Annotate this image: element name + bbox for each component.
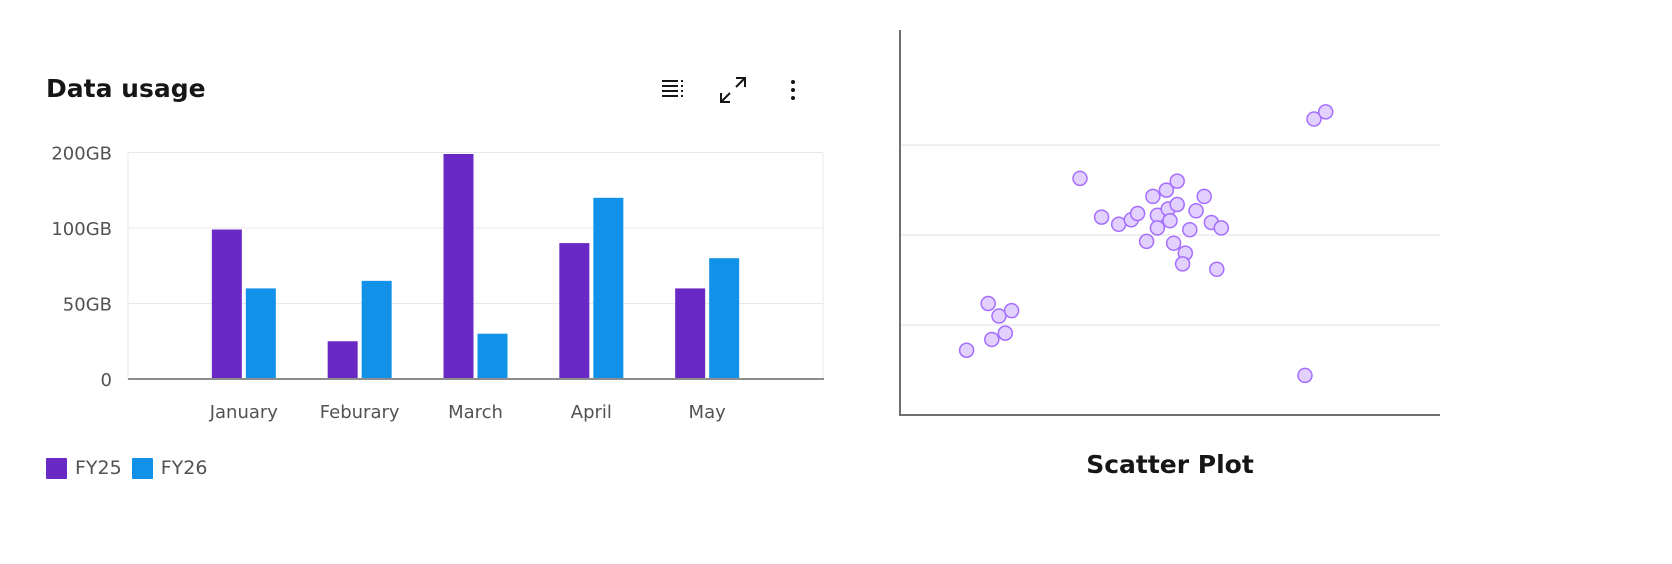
y-tick-label: 50GB — [63, 295, 112, 316]
scatter-point — [1317, 104, 1334, 120]
maximize-icon[interactable] — [717, 74, 749, 106]
scatter-point — [1158, 182, 1175, 198]
scatter-point — [1149, 220, 1166, 236]
x-tick-label: April — [571, 402, 612, 423]
bar-chart-title: Data usage — [46, 74, 206, 103]
bar-fy25-may — [675, 288, 706, 379]
bar-chart: 0 50GB 100GB 200GB January Feburary March April… — [51, 144, 824, 423]
legend-item-fy26[interactable]: FY26 — [131, 457, 208, 479]
scatter-point — [1093, 209, 1110, 225]
scatter-chart — [899, 30, 1440, 416]
scatter-point — [1306, 111, 1322, 127]
bar-fy25-march — [443, 154, 474, 379]
scatter-point — [1196, 188, 1212, 205]
y-tick-label: 100GB — [51, 219, 112, 240]
x-tick-label: January — [209, 402, 279, 423]
bar-fy26-january — [245, 288, 276, 379]
scatter-point — [1169, 196, 1185, 213]
scatter-point — [1003, 302, 1020, 319]
scatter-point — [1174, 256, 1191, 272]
bar-fy26-feburary — [361, 280, 392, 379]
scatter-point — [1297, 367, 1313, 384]
scatter-point — [1209, 261, 1225, 278]
legend-item-fy25[interactable]: FY25 — [46, 457, 122, 479]
overflow-menu-vertical-icon[interactable] — [777, 74, 809, 106]
legend-swatch-fy25 — [46, 457, 67, 479]
scatter-point — [958, 342, 975, 358]
scatter-chart-title: Scatter Plot — [1086, 450, 1254, 479]
scatter-point — [1213, 220, 1230, 236]
scatter-point — [1145, 188, 1161, 205]
scatter-point — [1165, 235, 1182, 251]
y-tick-label: 200GB — [51, 144, 112, 165]
x-tick-label: May — [689, 402, 727, 423]
x-tick-label: Feburary — [320, 402, 400, 423]
scatter-point — [991, 308, 1007, 324]
x-tick-label: March — [448, 402, 503, 423]
y-tick-label: 0 — [101, 370, 112, 391]
scatter-point — [1129, 205, 1146, 222]
bar-fy25-feburary — [327, 341, 358, 379]
scatter-point — [1072, 170, 1088, 187]
bar-fy26-march — [477, 333, 508, 379]
legend-label-fy25: FY25 — [75, 457, 122, 479]
scatter-point — [1182, 221, 1198, 238]
legend-label-fy26: FY26 — [160, 457, 208, 479]
scatter-point — [1169, 173, 1185, 189]
scatter-point — [1188, 203, 1204, 219]
bar-fy25-january — [211, 229, 242, 379]
bar-fy25-april — [559, 243, 590, 379]
list-icon[interactable] — [657, 74, 689, 106]
scatter-point — [997, 325, 1014, 341]
scatter-point — [980, 295, 996, 312]
bar-fy26-april — [593, 197, 624, 379]
legend: FY25 FY26 — [46, 457, 207, 479]
legend-swatch-fy26 — [131, 457, 153, 479]
scatter-point — [984, 331, 1000, 348]
scatter-point — [1162, 212, 1178, 229]
bar-fy26-may — [709, 258, 740, 379]
scatter-point — [1138, 233, 1155, 250]
